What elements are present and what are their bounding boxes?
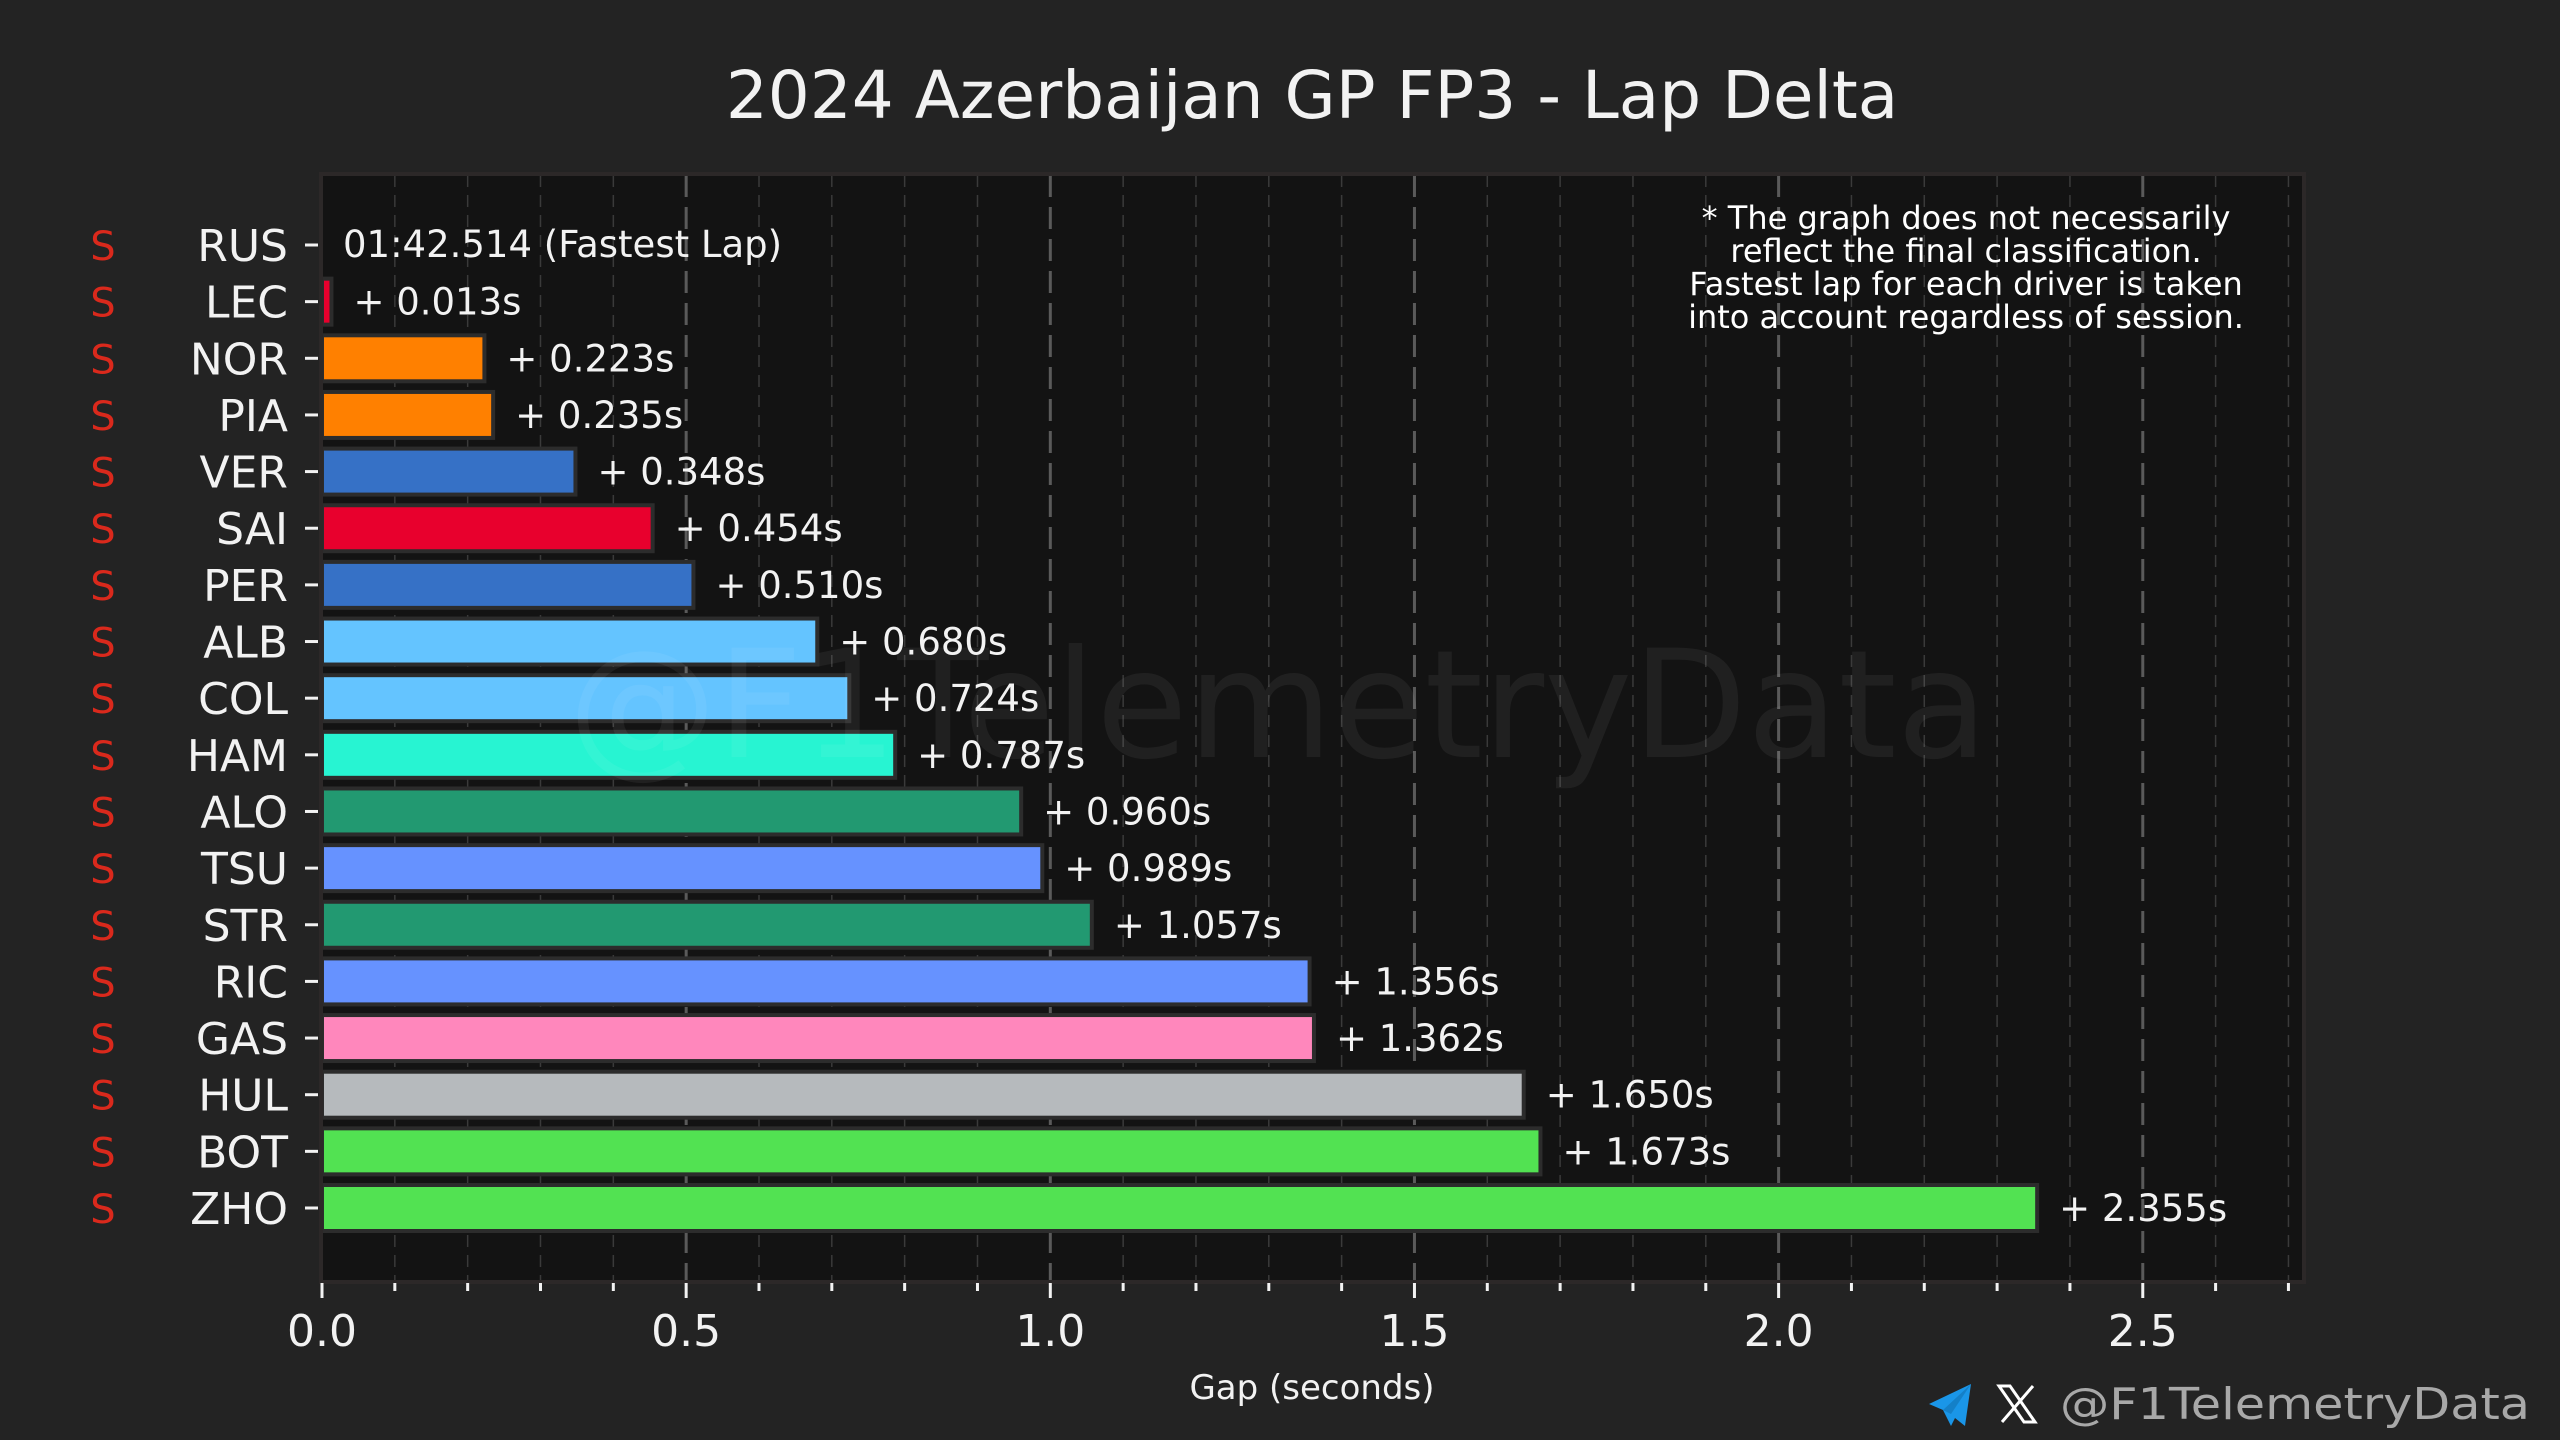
bar-sai [320, 503, 655, 554]
bar-zho [320, 1183, 2040, 1233]
compound-label: S [90, 734, 115, 780]
driver-label-hul: HUL [198, 1071, 288, 1122]
driver-label-col: COL [198, 674, 288, 725]
bar-str [320, 899, 1094, 950]
value-label-lec: + 0.013s [353, 281, 521, 324]
driver-label-ver: VER [200, 448, 288, 499]
driver-label-alo: ALO [200, 787, 288, 838]
compound-label: S [90, 847, 115, 893]
bar-gas [320, 1013, 1316, 1064]
driver-label-rus: RUS [197, 221, 288, 272]
fastest-lap-label: 01:42.514 (Fastest Lap) [343, 223, 782, 266]
driver-label-tsu: TSU [200, 844, 288, 895]
value-label-alb: + 0.680s [839, 621, 1007, 664]
note-line-1: * The graph does not necessarily [1702, 199, 2231, 237]
value-label-pia: + 0.235s [515, 394, 683, 437]
compound-label: S [90, 281, 115, 327]
driver-label-ric: RIC [214, 957, 288, 1008]
x-tick-label: 2.5 [2108, 1306, 2178, 1357]
x-icon [1996, 1384, 2038, 1424]
value-label-gas: + 1.362s [1336, 1017, 1504, 1060]
y-axis-labels: S RUS S LEC S NOR S PIA S VER S SAI S PER S ALB S COL S HAM… [90, 221, 318, 1235]
bar-ric [320, 956, 1312, 1007]
value-label-tsu: + 0.989s [1064, 847, 1232, 890]
compound-label: S [90, 507, 115, 553]
note-annotation: * The graph does not necessarily reflect… [1688, 199, 2244, 336]
bar-alo [320, 786, 1024, 837]
value-label-hul: + 1.650s [1546, 1074, 1714, 1117]
x-tick-label: 1.0 [1015, 1306, 1085, 1357]
footer-handle: @F1TelemetryData [2060, 1379, 2530, 1430]
compound-label: S [90, 790, 115, 836]
driver-label-lec: LEC [205, 278, 288, 329]
chart-title: 2024 Azerbaijan GP FP3 - Lap Delta [726, 57, 1898, 134]
value-label-bot: + 1.673s [1562, 1130, 1730, 1173]
value-label-sai: + 0.454s [675, 507, 843, 550]
x-axis-label: Gap (seconds) [1189, 1368, 1434, 1408]
value-label-per: + 0.510s [715, 564, 883, 607]
plot-frame [319, 172, 2306, 1284]
driver-label-bot: BOT [197, 1127, 288, 1178]
x-tick-label: 2.0 [1744, 1306, 1814, 1357]
value-label-ver: + 0.348s [597, 451, 765, 494]
bar-ver [320, 446, 578, 497]
bar-hul [320, 1069, 1526, 1120]
driver-label-alb: ALB [203, 618, 288, 669]
compound-label: S [90, 904, 115, 950]
bar-nor [320, 333, 487, 384]
compound-label: S [90, 1017, 115, 1063]
compound-label: S [90, 224, 115, 270]
compound-label: S [90, 1187, 115, 1233]
bar-per [320, 559, 696, 610]
driver-label-gas: GAS [196, 1014, 288, 1065]
driver-label-pia: PIA [218, 391, 288, 442]
compound-label: S [90, 677, 115, 723]
x-axis: 0.0 0.5 1.0 1.5 2.0 2.5 [287, 1283, 2290, 1357]
bar-ham [320, 729, 898, 780]
value-label-col: + 0.724s [871, 677, 1039, 720]
compound-label: S [90, 1130, 115, 1176]
driver-label-sai: SAI [216, 504, 288, 555]
value-label-ham: + 0.787s [917, 734, 1085, 777]
note-line-4: into account regardless of session. [1688, 298, 2244, 336]
x-tick-label: 0.5 [651, 1306, 721, 1357]
driver-label-per: PER [203, 561, 288, 612]
driver-label-zho: ZHO [190, 1184, 288, 1235]
footer-credit: @F1TelemetryData [1929, 1379, 2530, 1430]
compound-label: S [90, 451, 115, 497]
value-label-alo: + 0.960s [1043, 790, 1211, 833]
value-label-nor: + 0.223s [506, 337, 674, 380]
compound-label: S [90, 960, 115, 1006]
bar-pia [320, 389, 496, 440]
bar-bot [320, 1126, 1543, 1177]
compound-label: S [90, 394, 115, 440]
telegram-icon [1929, 1384, 1971, 1426]
compound-label: S [90, 337, 115, 383]
driver-label-nor: NOR [190, 334, 288, 385]
driver-label-ham: HAM [187, 731, 288, 782]
value-label-str: + 1.057s [1114, 904, 1282, 947]
watermark: @F1TelemetryData [568, 619, 1988, 793]
note-line-2: reflect the final classification. [1730, 232, 2201, 270]
x-tick-label: 0.0 [287, 1306, 357, 1357]
value-label-zho: + 2.355s [2059, 1187, 2227, 1230]
compound-label: S [90, 564, 115, 610]
compound-label: S [90, 621, 115, 667]
value-label-ric: + 1.356s [1332, 960, 1500, 1003]
bar-lec [320, 276, 334, 327]
compound-label: S [90, 1074, 115, 1120]
driver-label-str: STR [203, 901, 288, 952]
x-tick-label: 1.5 [1379, 1306, 1449, 1357]
note-line-3: Fastest lap for each driver is taken [1689, 265, 2242, 303]
bars: + 0.013s + 0.223s + 0.235s + 0.348s + 0.454s… [320, 276, 2227, 1233]
bar-tsu [320, 843, 1045, 894]
